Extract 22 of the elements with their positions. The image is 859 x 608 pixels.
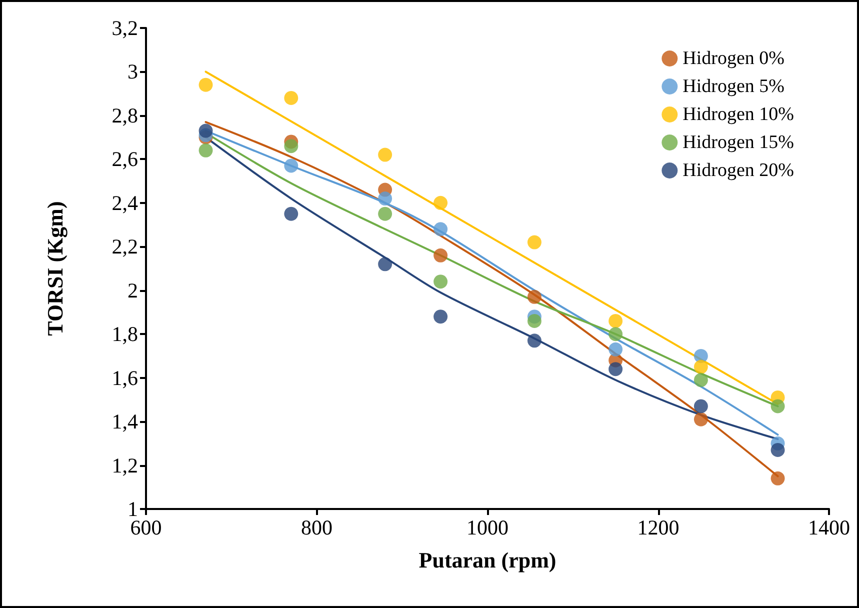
- legend-label: Hidrogen 0%: [682, 48, 785, 69]
- legend-label: Hidrogen 20%: [682, 160, 794, 181]
- y-tick-label: 2,4: [112, 190, 138, 215]
- y-tick-label: 2,8: [112, 103, 138, 128]
- y-axis-title: TORSI (Kgm): [42, 201, 68, 336]
- x-tick-label: 800: [301, 516, 332, 540]
- y-tick-label: 2,2: [112, 234, 138, 259]
- y-tick-label: 1,6: [112, 366, 138, 390]
- x-tick-label: 1400: [808, 516, 850, 540]
- y-tick-label: 1,4: [112, 410, 138, 434]
- y-tick-label: 2,6: [112, 147, 138, 172]
- legend-label: Hidrogen 5%: [682, 76, 785, 97]
- y-tick-label: 2: [128, 278, 138, 302]
- x-axis-title: Putaran (rpm): [418, 548, 556, 572]
- legend-label: Hidrogen 10%: [682, 104, 794, 125]
- y-tick-label: 1,8: [112, 322, 138, 346]
- y-tick-label: 3: [128, 60, 138, 84]
- x-tick-label: 1000: [466, 516, 508, 540]
- legend-label: Hidrogen 15%: [682, 132, 794, 153]
- y-tick-label: 3,2: [112, 16, 138, 40]
- x-tick-label: 1200: [637, 516, 680, 540]
- y-tick-label: 1,2: [112, 453, 138, 478]
